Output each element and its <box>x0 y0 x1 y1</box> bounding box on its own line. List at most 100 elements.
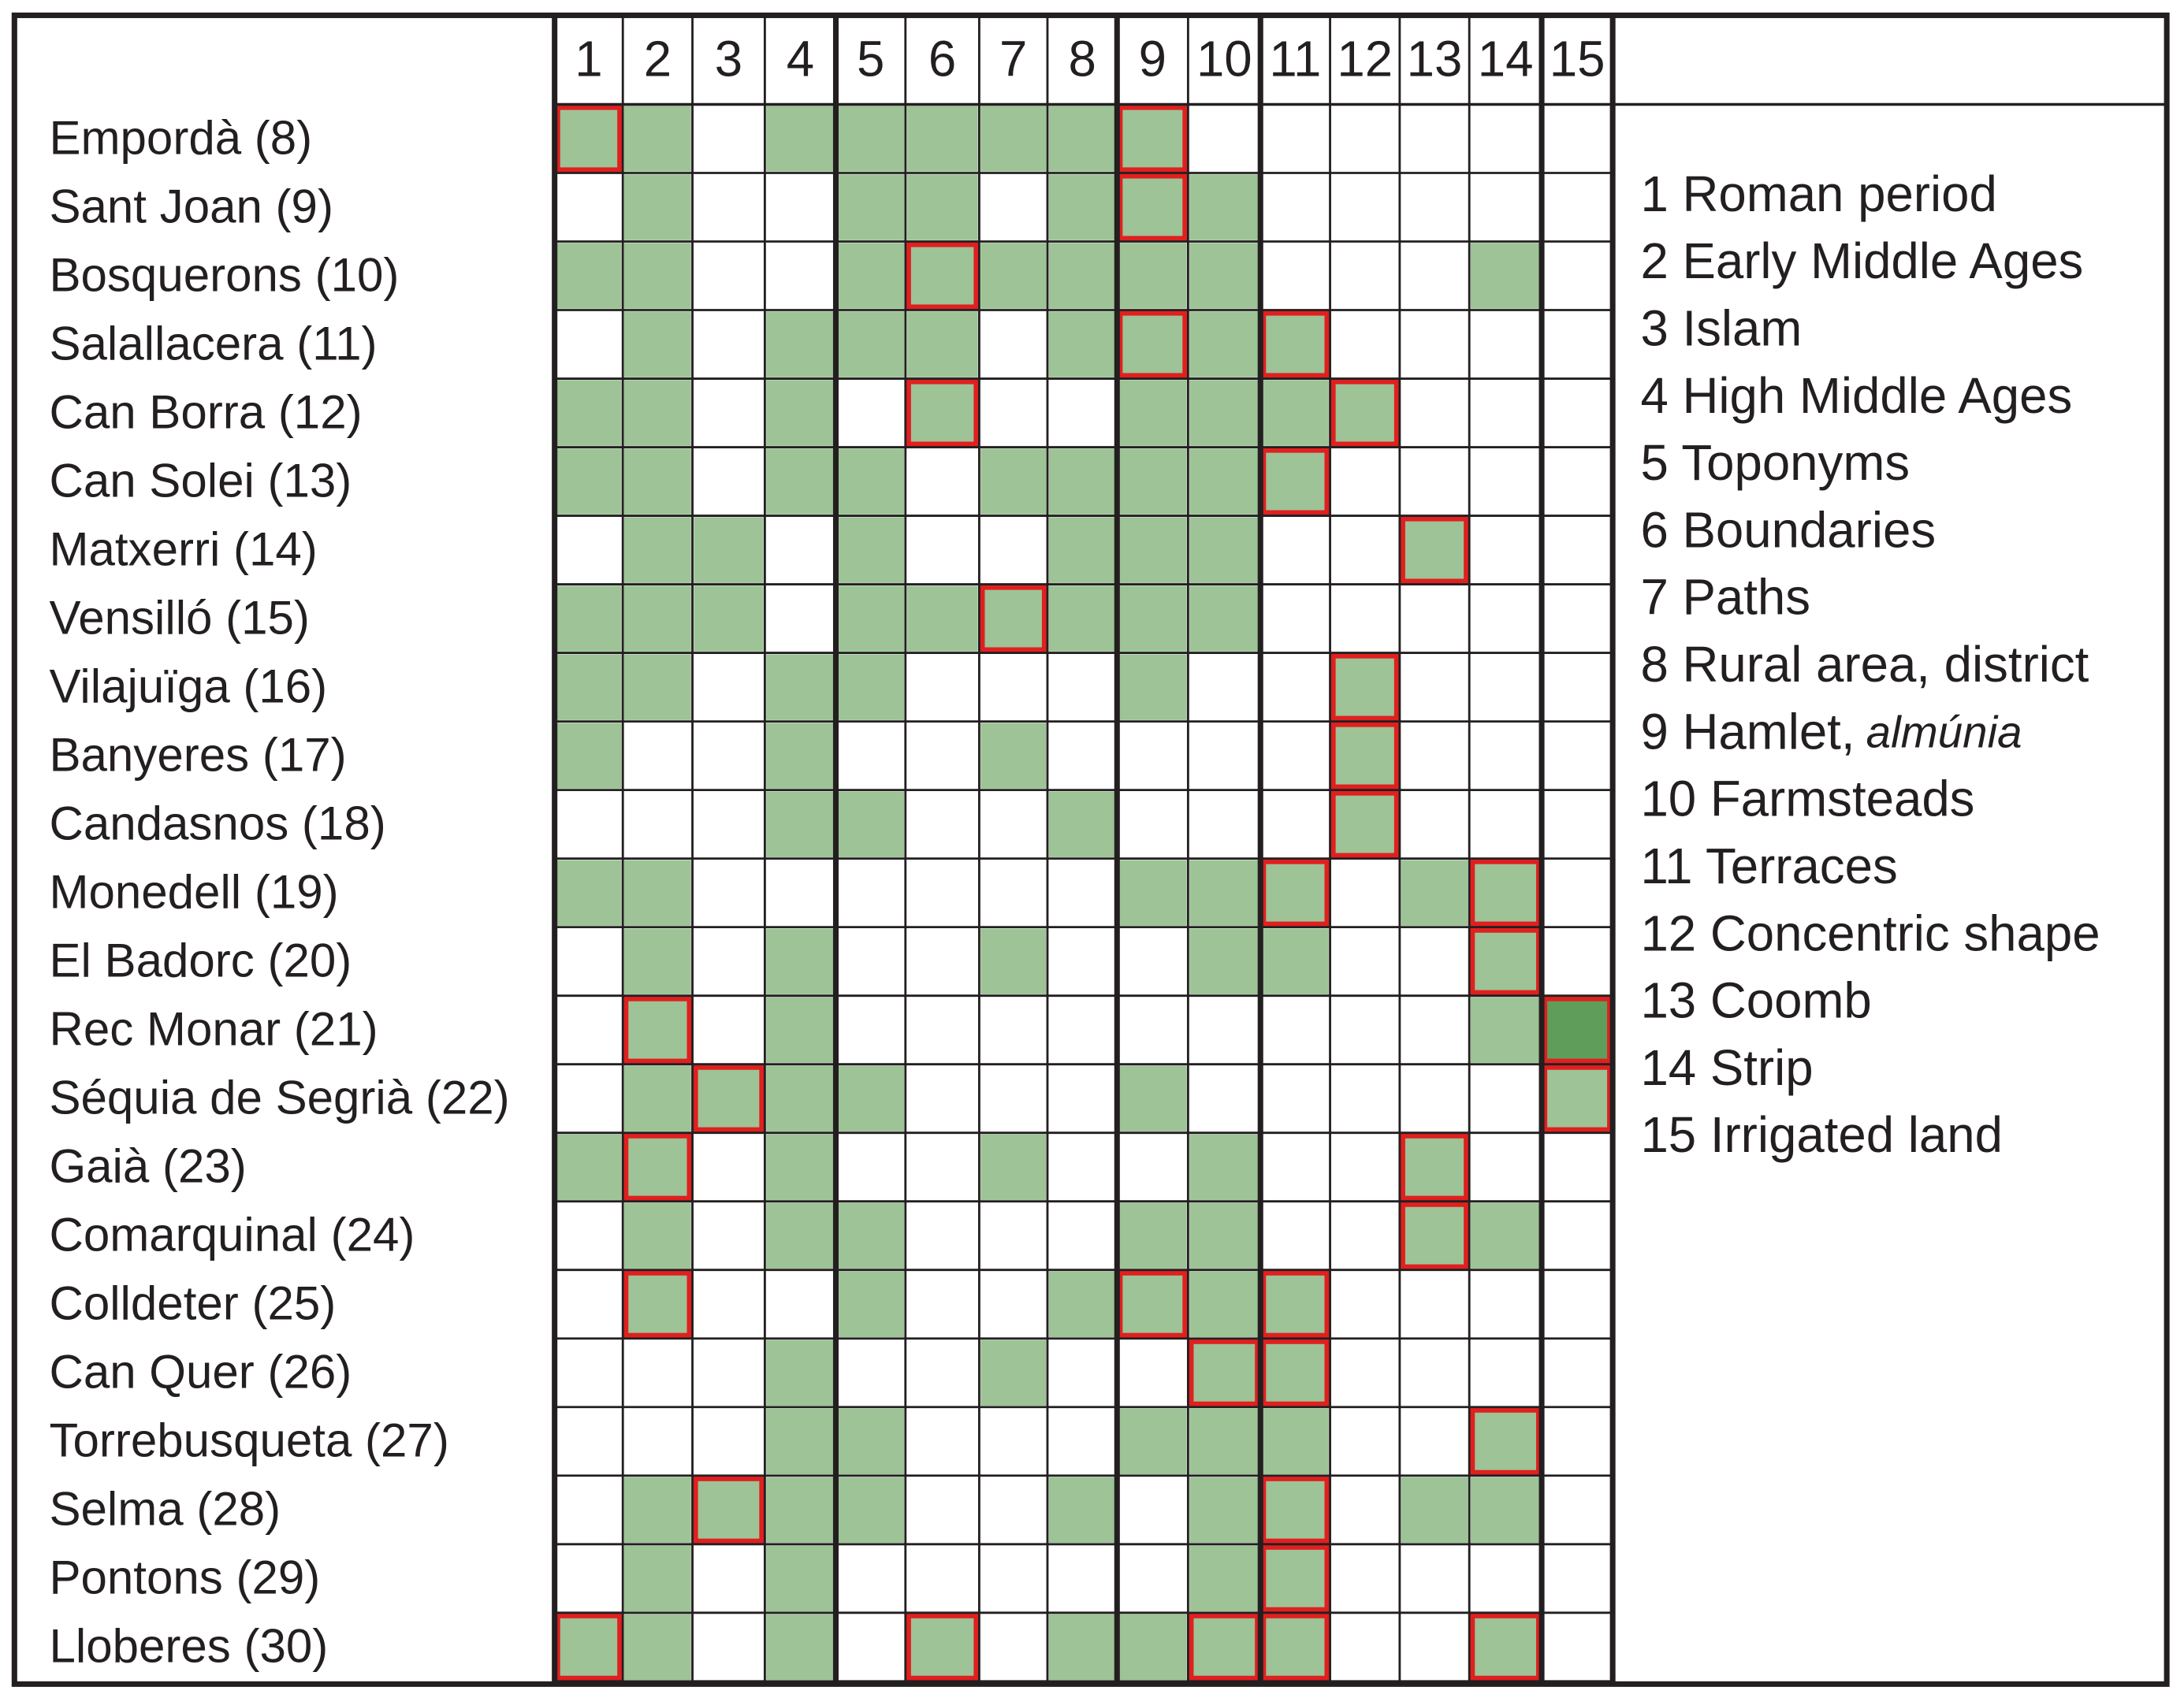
cell-fill <box>1118 585 1187 652</box>
cell-highlight <box>979 584 1047 653</box>
cell-fill <box>906 1614 978 1681</box>
cell-fill <box>1189 311 1259 377</box>
legend-text: 3 Islam <box>1640 300 1802 356</box>
column-label: 1 <box>575 31 602 87</box>
cell-fill <box>623 997 691 1063</box>
legend-item: 4 High Middle Ages <box>1640 368 2072 424</box>
legend-item: 7 Paths <box>1640 570 1810 626</box>
cell-fill <box>694 1065 764 1131</box>
cell-fill <box>556 448 622 515</box>
cell-fill <box>556 654 622 720</box>
cell-fill <box>694 1477 764 1544</box>
legend-item: 12 Concentric shape <box>1640 905 2100 961</box>
cell-fill <box>1262 448 1329 515</box>
row-label: Séquia de Segrià (22) <box>49 1072 509 1124</box>
cell-fill <box>623 243 691 309</box>
cell-fill <box>1542 997 1612 1063</box>
legend-item: 6 Boundaries <box>1640 502 1936 558</box>
cell-fill <box>766 1477 835 1544</box>
cell-fill <box>1470 860 1541 926</box>
cell-highlight <box>1330 790 1400 859</box>
cell-fill <box>623 1545 691 1612</box>
cell-fill <box>837 1202 905 1269</box>
cell-fill <box>1470 243 1541 309</box>
row-label: Can Quer (26) <box>49 1346 352 1399</box>
row-label: Pontons (29) <box>49 1551 320 1604</box>
cell-fill <box>1118 311 1187 377</box>
cell-fill <box>980 243 1047 309</box>
cell-highlight <box>692 1475 765 1544</box>
cell-fill <box>623 1202 691 1269</box>
cell-fill <box>906 174 978 240</box>
legend-text: 11 Terraces <box>1640 838 1897 894</box>
cell-fill <box>837 791 905 857</box>
cell-fill <box>623 860 691 926</box>
cell-fill <box>766 1614 835 1681</box>
cell-fill <box>766 1202 835 1269</box>
cell-fill <box>766 723 835 789</box>
row-label: Torrebusqueta (27) <box>49 1414 448 1467</box>
row-label: Vilajuïga (16) <box>49 660 327 712</box>
cell-highlight <box>692 1064 765 1133</box>
cell-fill <box>623 585 691 652</box>
cell-fill <box>1118 106 1187 172</box>
cell-highlight <box>1399 1132 1470 1202</box>
cell-fill <box>1331 380 1399 446</box>
cell-fill <box>1048 1271 1116 1337</box>
cell-fill <box>766 106 835 172</box>
legend-text: 15 Irrigated land <box>1640 1107 2002 1163</box>
legend-item: 1 Roman period <box>1640 166 1996 222</box>
cell-highlight <box>1330 721 1400 790</box>
cell-fill <box>1470 1202 1541 1269</box>
cell-fill <box>906 106 978 172</box>
cell-fill <box>1118 860 1187 926</box>
cell-fill <box>1401 1477 1468 1544</box>
cell-fill <box>1048 517 1116 583</box>
column-label: 6 <box>928 31 956 87</box>
row-label: Empordà (8) <box>49 111 312 164</box>
cell-fill <box>837 448 905 515</box>
cell-fill <box>556 106 622 172</box>
legend-text: 8 Rural area, district <box>1640 637 2089 693</box>
column-label: 13 <box>1407 31 1463 87</box>
legend-text: 4 High Middle Ages <box>1640 368 2072 424</box>
legend-text: 5 Toponyms <box>1640 435 1910 491</box>
cell-fill <box>1048 1477 1116 1544</box>
cell-fill <box>837 654 905 720</box>
cell-fill <box>980 1134 1047 1200</box>
legend-item: 9 Hamlet, almúnia <box>1640 704 2022 760</box>
legend-text: 13 Coomb <box>1640 972 1871 1028</box>
legend-text: 1 Roman period <box>1640 166 1996 222</box>
legend-item: 3 Islam <box>1640 300 1802 356</box>
legend-item: 13 Coomb <box>1640 972 1871 1028</box>
cell-fill <box>766 1339 835 1406</box>
cell-fill <box>1470 997 1541 1063</box>
cell-highlight <box>905 241 980 310</box>
row-label: Salallacera (11) <box>49 317 377 370</box>
legend-text: 14 Strip <box>1640 1040 1813 1096</box>
cell-fill <box>837 243 905 309</box>
cell-fill <box>766 1545 835 1612</box>
cell-fill <box>1118 1065 1187 1131</box>
row-label: Vensilló (15) <box>49 591 309 644</box>
legend-italic: almúnia <box>1866 707 2022 756</box>
column-label: 12 <box>1337 31 1393 87</box>
cell-fill <box>980 1339 1047 1406</box>
cell-fill <box>694 585 764 652</box>
column-label: 9 <box>1139 31 1166 87</box>
cell-fill <box>1189 174 1259 240</box>
cell-fill <box>766 997 835 1063</box>
cell-highlight <box>1399 515 1470 585</box>
cell-fill <box>623 1271 691 1337</box>
legend-item: 5 Toponyms <box>1640 435 1910 491</box>
cell-fill <box>906 585 978 652</box>
cell-fill <box>1189 448 1259 515</box>
cell-fill <box>623 380 691 446</box>
cell-fill <box>556 380 622 446</box>
cell-fill <box>623 448 691 515</box>
cell-fill <box>1262 311 1329 377</box>
cell-fill <box>1470 1614 1541 1681</box>
cell-fill <box>837 1271 905 1337</box>
cell-fill <box>1189 1408 1259 1474</box>
cell-fill <box>1189 1134 1259 1200</box>
